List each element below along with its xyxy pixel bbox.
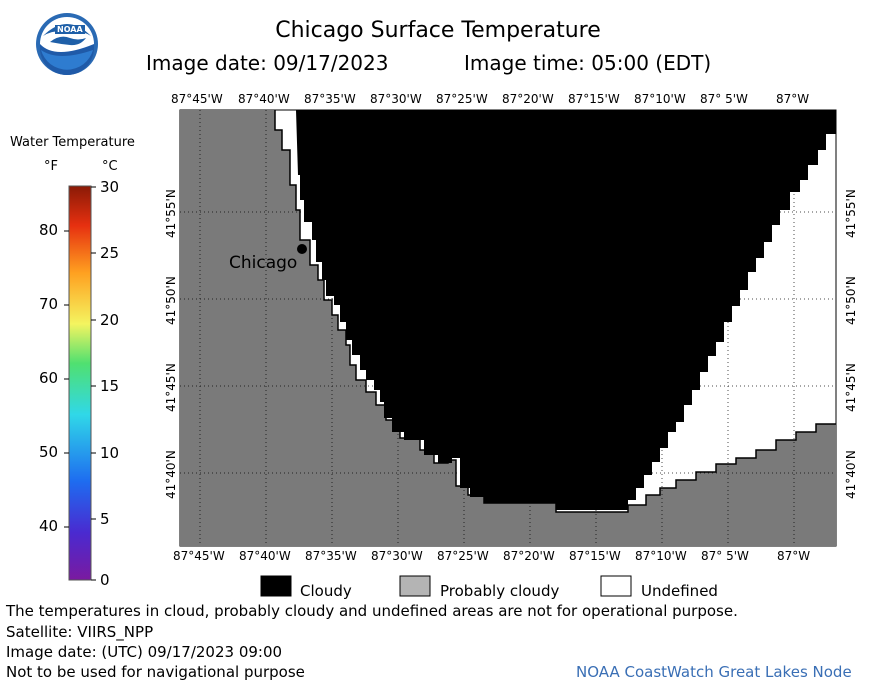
lon-label-bottom: 87°15'W	[569, 549, 621, 563]
lon-label-bottom: 87°35'W	[305, 549, 357, 563]
lon-label-bottom: 87°45'W	[173, 549, 225, 563]
lat-label-left: 41°40'N	[164, 450, 178, 499]
lon-label-bottom: 87° 5'W	[701, 549, 749, 563]
colorbar-c-tick: 20	[100, 311, 120, 329]
colorbar-c-tick: 15	[100, 377, 120, 395]
colorbar-f-tick: 70	[39, 295, 59, 313]
lat-label-right: 41°55'N	[844, 189, 858, 238]
lat-label-right: 41°45'N	[844, 363, 858, 412]
colorbar-unit-f: °F	[44, 159, 58, 174]
lon-label-top: 87°35'W	[304, 92, 356, 106]
city-label-chicago: Chicago	[229, 253, 298, 273]
colorbar-f-tick: 40	[39, 517, 59, 535]
colorbar-c-tick: 5	[100, 510, 110, 528]
colorbar-c-tick: 10	[100, 444, 120, 462]
lon-label-bottom: 87°30'W	[371, 549, 423, 563]
legend-label-cloudy: Cloudy	[300, 582, 352, 600]
lat-label-right: 41°40'N	[844, 450, 858, 499]
lon-label-bottom: 87°20'W	[503, 549, 555, 563]
colorbar-unit-c: °C	[102, 159, 118, 174]
lon-label-top: 87°25'W	[436, 92, 488, 106]
lat-label-right: 41°50'N	[844, 276, 858, 325]
footer-disclaimer: The temperatures in cloud, probably clou…	[6, 602, 738, 620]
lon-label-top: 87°45'W	[171, 92, 223, 106]
lon-label-top: 87°20'W	[502, 92, 554, 106]
lon-label-top: 87°30'W	[370, 92, 422, 106]
map-title: Chicago Surface Temperature	[275, 18, 601, 43]
noaa-logo-text: NOAA	[55, 25, 85, 34]
image-date: Image date: 09/17/2023	[146, 51, 389, 75]
lat-label-left: 41°55'N	[164, 189, 178, 238]
colorbar-f-tick: 60	[39, 369, 59, 387]
lon-label-top: 87°10'W	[634, 92, 686, 106]
lon-label-bottom: 87°40'W	[239, 549, 291, 563]
colorbar-c-tick: 25	[100, 244, 120, 262]
lon-label-bottom: 87°W	[777, 549, 811, 563]
footer-nav-warning: Not to be used for navigational purpose	[6, 663, 305, 681]
lon-label-top: 87°40'W	[238, 92, 290, 106]
lat-label-left: 41°50'N	[164, 276, 178, 325]
footer-utc-date: Image date: (UTC) 09/17/2023 09:00	[6, 643, 283, 661]
legend-label-undefined: Undefined	[641, 582, 718, 600]
lat-label-left: 41°45'N	[164, 363, 178, 412]
lon-label-bottom: 87°10'W	[635, 549, 687, 563]
image-time: Image time: 05:00 (EDT)	[464, 51, 712, 75]
colorbar-f-tick: 50	[39, 443, 59, 461]
colorbar-title: Water Temperature	[10, 135, 135, 150]
cloudy-area	[296, 110, 836, 510]
map-panel	[179, 109, 837, 547]
footer-credit: NOAA CoastWatch Great Lakes Node	[576, 663, 852, 681]
footer-satellite: Satellite: VIIRS_NPP	[6, 623, 154, 641]
chicago-marker	[297, 244, 307, 254]
lon-label-top: 87°W	[776, 92, 810, 106]
land-area	[180, 110, 836, 546]
legend-label-probably-cloudy: Probably cloudy	[440, 582, 560, 600]
lon-label-top: 87° 5'W	[700, 92, 748, 106]
colorbar-c-tick: 0	[100, 571, 110, 589]
colorbar-f-tick: 80	[39, 221, 59, 239]
lon-label-bottom: 87°25'W	[437, 549, 489, 563]
lon-label-top: 87°15'W	[568, 92, 620, 106]
colorbar-c-tick: 30	[100, 178, 120, 196]
